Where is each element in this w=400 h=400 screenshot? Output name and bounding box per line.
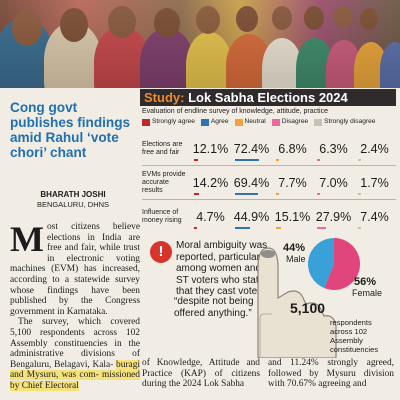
article-column-3: and 11.24% strongly agreed, followed by … [268,358,394,390]
byline-name: BHARATH JOSHI [40,190,106,199]
legend: Strongly agree Agree Neutral Disagree Strong… [142,118,398,126]
voters-photo [0,0,400,88]
legend-item: Strongly agree [142,118,195,126]
quote-text: “despite not being offered anything.” [174,296,254,319]
cell-bar [276,227,281,229]
cell-bar [276,158,279,161]
study-subtitle: Evaluation of endline survey of knowledg… [142,108,329,115]
cell-bar [317,227,326,229]
study-title-main: Lok Sabha Elections 2024 [188,90,348,105]
cell-value: 2.4% [360,141,389,156]
row-label: Elections are free and fair [142,140,183,156]
cell-value: 12.1% [192,141,229,156]
survey-table: Elections are free and fair 12.1% 72.4% 6.8… [142,132,396,234]
table-cell: 6.8% [272,141,313,161]
article-column-2: of Knowledge, Attitude and Practice (KAP… [142,358,260,390]
cell-bar [358,158,361,161]
moral-ambiguity-text: Moral ambiguity was reported, particular… [176,240,270,297]
cell-bar [194,158,198,161]
table-cell: 1.7% [354,175,395,195]
table-cell: 72.4% [231,141,272,161]
table-row: EVMs provide accurate results 14.2% 69.4% 7… [142,166,396,200]
male-label: Male [286,254,306,264]
legend-item: Neutral [234,118,266,126]
respondents-text: respondents across 102 Assembly constitu… [330,318,379,354]
table-cell: 7.0% [313,175,354,195]
cell-bar [235,227,250,229]
legend-label: Strongly disagree [324,118,376,125]
cell-value: 15.1% [274,210,311,224]
cell-value: 69.4% [233,175,270,190]
legend-label: Disagree [281,118,309,125]
table-cell: 2.4% [354,141,395,161]
cell-value: 6.8% [278,141,307,156]
byline-place: BENGALURU, DHNS [36,200,110,209]
table-cell: 7.7% [272,175,313,195]
table-row: Elections are free and fair 12.1% 72.4% 6.8… [142,132,396,166]
cell-value: 7.0% [319,175,348,190]
alert-icon: ! [150,241,172,263]
male-percent: 44% [283,242,306,254]
cell-value: 6.3% [319,141,348,156]
table-cell: 44.9% [231,210,272,229]
cell-bar [235,192,258,195]
cell-bar [358,192,361,195]
table-cell: 12.1% [190,141,231,161]
table-cell: 6.3% [313,141,354,161]
legend-item: Strongly disagree [314,118,375,126]
legend-label: Neutral [244,118,266,125]
table-cell: 4.7% [190,210,231,229]
byline: BHARATH JOSHI BENGALURU, DHNS [10,190,136,210]
table-cell: 14.2% [190,175,231,195]
study-title: Study: Lok Sabha Elections 2024 [140,89,396,106]
cell-bar [194,227,197,229]
legend-swatch [234,118,243,126]
legend-item: Disagree [271,118,309,126]
legend-swatch [142,118,150,126]
table-cell: 7.4% [354,210,395,229]
table-cell: 69.4% [231,175,272,195]
legend-label: Strongly agree [152,118,195,125]
drop-cap: M [10,219,44,259]
cell-value: 44.9% [233,210,270,224]
article-headline: Cong govt publishes findings amid Rahul … [10,100,131,160]
study-title-prefix: Study: [144,90,189,105]
legend-swatch [271,118,280,126]
cell-bar [276,192,279,195]
cell-bar [358,227,361,229]
voting-finger-illustration [257,247,337,358]
cell-bar [235,158,259,161]
cell-value: 72.4% [233,141,270,156]
pie-slice-female [324,238,360,290]
cell-bar [194,192,199,195]
table-row: Influence of money rising 4.7% 44.9% 15.1% 2… [142,200,396,234]
table-cell: 27.9% [313,210,354,229]
legend-label: Agree [210,118,229,125]
paragraph-2-text: The survey, which covered 5,100 responde… [10,317,140,370]
female-label: Female [352,288,383,298]
cell-bar [317,192,320,195]
legend-swatch [314,118,323,126]
female-percent: 56% [354,276,377,288]
row-label: Influence of money rising [142,209,182,224]
paragraph-1-text: ost citizens believe elections in India … [10,222,140,317]
row-label: EVMs provide accurate results [142,170,186,194]
cell-value: 1.7% [360,175,389,190]
respondents-count: 5,100 [290,300,326,316]
cell-bar [317,158,320,161]
article-paragraph-2: The survey, which covered 5,100 responde… [10,317,140,391]
cell-value: 4.7% [196,210,225,224]
gender-pie-chart [308,238,360,290]
cell-value: 7.7% [278,175,307,190]
table-cell: 15.1% [272,210,313,229]
legend-item: Agree [200,118,229,126]
cell-value: 7.4% [360,210,389,224]
legend-swatch [200,118,209,126]
cell-value: 27.9% [315,210,352,224]
pie-slice-male [308,238,334,289]
cell-value: 14.2% [192,175,229,190]
